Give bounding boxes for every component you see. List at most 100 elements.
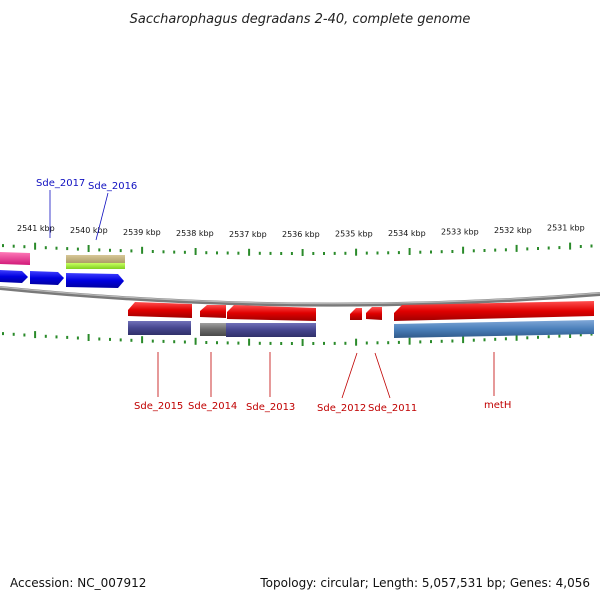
gene-label-meth[interactable]: metH (484, 400, 511, 411)
gene-feature[interactable] (66, 255, 125, 264)
gene-feature[interactable] (200, 323, 226, 336)
gene-label-sde-2017[interactable]: Sde_2017 (36, 178, 85, 189)
tick-mark (269, 341, 272, 345)
tick-mark (205, 251, 208, 255)
tick-mark (216, 251, 218, 255)
tick-mark (355, 248, 358, 256)
tick-mark (419, 250, 422, 254)
tick-mark (23, 333, 26, 337)
tick-labels: 2541 kbp 2540 kbp 2539 kbp 2538 kbp 2537 kbp… (17, 224, 585, 239)
gene-label-sde-2011[interactable]: Sde_2011 (368, 403, 417, 414)
gene-feature[interactable] (394, 320, 594, 338)
topology-text: Topology: circular; Length: 5,057,531 bp… (260, 576, 590, 590)
tick-mark (355, 338, 358, 346)
tick-mark (290, 252, 293, 255)
tick-mark (237, 341, 240, 345)
gene-feature[interactable] (350, 308, 362, 320)
gene-feature[interactable] (66, 263, 125, 269)
tick-mark (569, 242, 572, 250)
tick-mark (162, 250, 165, 254)
tick-mark (312, 342, 315, 345)
tick-mark (483, 338, 486, 342)
tick-mark (87, 245, 90, 252)
gene-feature[interactable] (0, 270, 28, 283)
tick-mark (151, 250, 154, 253)
tick-mark (44, 246, 47, 250)
tick-label: 2533 kbp (441, 228, 479, 237)
tick-mark (34, 242, 37, 250)
tick-mark (66, 247, 69, 251)
gene-label-sde-2014[interactable]: Sde_2014 (188, 401, 237, 412)
tick-label: 2538 kbp (176, 229, 214, 238)
tick-label: 2531 kbp (547, 224, 585, 233)
tick-mark (515, 244, 518, 252)
tick-mark (183, 250, 186, 254)
accession-text: Accession: NC_007912 (10, 576, 147, 590)
label-leader (374, 352, 391, 399)
tick-mark (76, 336, 79, 340)
tick-label: 2534 kbp (388, 229, 426, 238)
tick-mark (419, 340, 422, 344)
tick-mark (504, 248, 507, 252)
tick-mark (579, 333, 582, 337)
tick-mark (34, 331, 37, 339)
tick-mark (526, 247, 529, 251)
gene-feature[interactable] (366, 307, 382, 320)
tick-mark (173, 250, 176, 254)
tick-mark (483, 249, 486, 252)
tick-mark (216, 341, 218, 345)
tick-mark (226, 341, 229, 345)
tick-mark (387, 251, 390, 255)
tick-mark (2, 244, 4, 248)
tick-mark (344, 341, 347, 345)
tick-mark (173, 340, 176, 344)
gene-feature[interactable] (226, 323, 316, 337)
tick-mark (119, 249, 122, 253)
tick-mark (301, 339, 304, 346)
tick-mark (387, 341, 390, 345)
tick-mark (76, 247, 79, 251)
tick-label: 2535 kbp (335, 230, 373, 239)
tick-mark (301, 249, 304, 256)
tick-mark (98, 248, 101, 252)
forward-genes (0, 252, 125, 288)
tick-mark (258, 341, 261, 345)
gene-feature[interactable] (0, 252, 30, 265)
gene-feature[interactable] (30, 271, 64, 285)
tick-mark (547, 246, 550, 250)
tick-mark (547, 335, 550, 339)
tick-mark (397, 251, 400, 255)
tick-mark (537, 335, 539, 339)
gene-feature[interactable] (200, 305, 226, 318)
tick-mark (451, 250, 454, 253)
gene-labels: Sde_2017 Sde_2016 Sde_2015 Sde_2014 Sde_… (36, 178, 511, 414)
tick-mark (579, 245, 582, 248)
tick-mark (130, 338, 133, 342)
gene-feature[interactable] (66, 273, 124, 288)
gene-feature[interactable] (128, 321, 191, 335)
gene-label-sde-2016[interactable]: Sde_2016 (88, 181, 137, 192)
tick-mark (258, 251, 261, 255)
tick-mark (504, 337, 507, 341)
tick-mark (119, 338, 122, 342)
tick-mark (408, 248, 411, 255)
gene-feature[interactable] (128, 302, 192, 318)
tick-mark (248, 248, 251, 256)
gene-feature[interactable] (227, 305, 316, 321)
gene-label-sde-2013[interactable]: Sde_2013 (246, 402, 295, 413)
tick-mark (23, 245, 26, 249)
gene-label-sde-2015[interactable]: Sde_2015 (134, 401, 183, 412)
reverse-genes (128, 301, 594, 338)
tick-mark (226, 251, 229, 255)
tick-mark (312, 252, 315, 255)
label-leader (341, 352, 358, 399)
tick-mark (462, 246, 465, 254)
tick-mark (537, 247, 539, 250)
tick-mark (130, 249, 133, 253)
label-leader (95, 192, 109, 241)
tick-mark (494, 248, 497, 252)
gene-label-sde-2012[interactable]: Sde_2012 (317, 403, 366, 414)
gene-feature[interactable] (394, 301, 594, 321)
tick-mark (451, 339, 454, 343)
tick-row-bottom (2, 331, 593, 346)
